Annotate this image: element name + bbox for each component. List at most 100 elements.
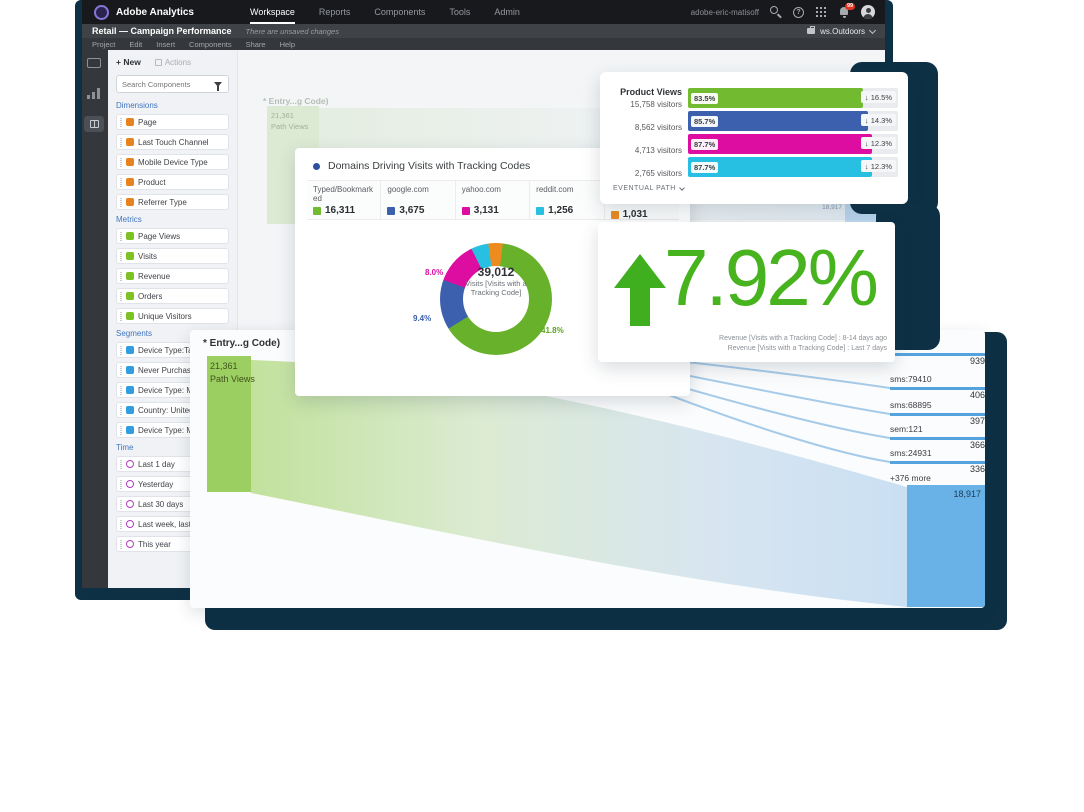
drag-handle[interactable] xyxy=(120,539,122,549)
new-button[interactable]: + New xyxy=(116,57,141,67)
menu-edit[interactable]: Edit xyxy=(129,39,143,49)
dimension-item[interactable]: Page xyxy=(116,114,229,130)
drop-chip: ↓ 16.5% xyxy=(860,91,896,103)
eventual-path-toggle[interactable]: EVENTUAL PATH xyxy=(613,184,685,192)
dimension-item[interactable]: Mobile Device Type xyxy=(116,154,229,170)
domain-column[interactable]: google.com 3,675 xyxy=(381,181,456,219)
username: adobe-eric-matisoff xyxy=(690,7,759,17)
menu-project[interactable]: Project xyxy=(92,39,116,49)
actions-icon xyxy=(154,58,162,66)
domain-column[interactable]: reddit.com 1,256 xyxy=(530,181,605,219)
drag-handle[interactable] xyxy=(120,405,122,415)
menu-components[interactable]: Components xyxy=(189,39,232,49)
entry-node-bar[interactable] xyxy=(207,356,251,492)
drag-handle[interactable] xyxy=(120,385,122,395)
legend-swatch xyxy=(313,206,321,215)
adobe-analytics-logo-icon xyxy=(94,4,109,20)
menu-insert[interactable]: Insert xyxy=(156,39,176,49)
panels-icon[interactable] xyxy=(87,58,103,71)
legend-swatch xyxy=(536,206,545,215)
section-dimensions: Dimensions xyxy=(116,101,158,110)
menu-help[interactable]: Help xyxy=(279,39,296,49)
change-caption: Revenue [Visits with a Tracking Code] : … xyxy=(719,335,887,352)
path-bar-row[interactable]: 83.5% ↓ 16.5% xyxy=(688,88,898,108)
domain-column[interactable]: 1,031 xyxy=(605,181,679,220)
filter-icon[interactable] xyxy=(214,81,222,91)
clock-icon xyxy=(126,460,134,468)
donut-hole xyxy=(463,266,529,332)
target-bar xyxy=(890,387,985,390)
flow-target-row[interactable]: sms:68895 397 xyxy=(890,400,985,426)
search-input[interactable] xyxy=(122,79,214,89)
drag-handle[interactable] xyxy=(120,291,122,301)
drag-handle[interactable] xyxy=(120,365,122,375)
metric-item[interactable]: Visits xyxy=(116,248,229,264)
drag-handle[interactable] xyxy=(120,271,122,281)
flow-more-label[interactable]: +376 more xyxy=(890,473,931,483)
drag-handle[interactable] xyxy=(120,519,122,529)
drag-handle[interactable] xyxy=(120,197,122,207)
donut-center-text: 39,012 Visits [Visits with a Tracking Co… xyxy=(465,265,527,297)
domain-column[interactable]: Typed/Bookmarked 16,311 xyxy=(307,181,382,219)
metric-icon xyxy=(126,272,134,280)
domain-column[interactable]: yahoo.com 3,131 xyxy=(456,181,531,219)
visualizations-icon[interactable] xyxy=(87,88,103,101)
flow-target-row[interactable]: sms:24931 336 xyxy=(890,448,985,474)
dimension-item[interactable]: Referrer Type xyxy=(116,194,229,210)
visits-donut-chart[interactable]: 39,012 Visits [Visits with a Tracking Co… xyxy=(440,243,552,355)
apps-grid-icon[interactable] xyxy=(815,6,827,18)
brand-name: Adobe Analytics xyxy=(116,6,194,18)
visitors-label: 4,713 visitors xyxy=(634,146,682,155)
ghost-flow-target-value: 18,917 xyxy=(822,204,842,211)
components-rail-icon[interactable] xyxy=(84,116,104,132)
domains-card-title: Domains Driving Visits with Tracking Cod… xyxy=(328,160,531,172)
menu-share[interactable]: Share xyxy=(245,39,266,49)
search-components-box[interactable] xyxy=(116,75,229,93)
actions-button[interactable]: Actions xyxy=(154,58,191,67)
metric-item[interactable]: Unique Visitors xyxy=(116,308,229,324)
path-bar-row[interactable]: 87.7% ↓ 12.3% xyxy=(688,157,898,177)
drag-handle[interactable] xyxy=(120,177,122,187)
drag-handle[interactable] xyxy=(120,345,122,355)
drag-handle[interactable] xyxy=(120,251,122,261)
help-icon[interactable]: ? xyxy=(793,6,804,18)
segment-icon xyxy=(126,366,134,374)
flow-more-node[interactable]: 18,917 xyxy=(907,485,985,607)
nav-admin[interactable]: Admin xyxy=(494,7,520,17)
workspace-name: ws.Outdoors xyxy=(820,26,865,36)
nav-components[interactable]: Components xyxy=(374,7,426,17)
drag-handle[interactable] xyxy=(120,157,122,167)
metric-item[interactable]: Page Views xyxy=(116,228,229,244)
chevron-down-icon xyxy=(678,184,685,191)
flow-target-row[interactable]: sem:121 366 xyxy=(890,424,985,450)
path-bar: 87.7% xyxy=(688,134,872,154)
path-bar-row[interactable]: 85.7% ↓ 14.3% xyxy=(688,111,898,131)
metric-icon xyxy=(126,312,134,320)
dimension-item[interactable]: Product xyxy=(116,174,229,190)
nav-tools[interactable]: Tools xyxy=(449,7,471,17)
nav-reports[interactable]: Reports xyxy=(318,7,351,17)
drag-handle[interactable] xyxy=(120,499,122,509)
drag-handle[interactable] xyxy=(120,425,122,435)
dimension-item[interactable]: Last Touch Channel xyxy=(116,134,229,150)
nav-workspace[interactable]: Workspace xyxy=(249,0,295,24)
metric-item[interactable]: Orders xyxy=(116,288,229,304)
drag-handle[interactable] xyxy=(120,137,122,147)
drag-handle[interactable] xyxy=(120,231,122,241)
bell-icon[interactable]: 99 xyxy=(838,3,856,18)
clock-icon xyxy=(126,480,134,488)
search-icon[interactable] xyxy=(770,6,782,19)
drag-handle[interactable] xyxy=(120,459,122,469)
dimension-icon xyxy=(126,178,134,186)
chevron-down-icon xyxy=(868,26,877,34)
drag-handle[interactable] xyxy=(120,479,122,489)
path-bar-row[interactable]: 87.7% ↓ 12.3% xyxy=(688,134,898,154)
flow-target-row[interactable]: sms:79410 406 xyxy=(890,374,985,400)
drag-handle[interactable] xyxy=(120,311,122,321)
avatar[interactable] xyxy=(861,5,875,19)
drag-handle[interactable] xyxy=(120,117,122,127)
metric-item[interactable]: Revenue xyxy=(116,268,229,284)
workspace-selector[interactable]: ws.Outdoors xyxy=(807,26,877,36)
